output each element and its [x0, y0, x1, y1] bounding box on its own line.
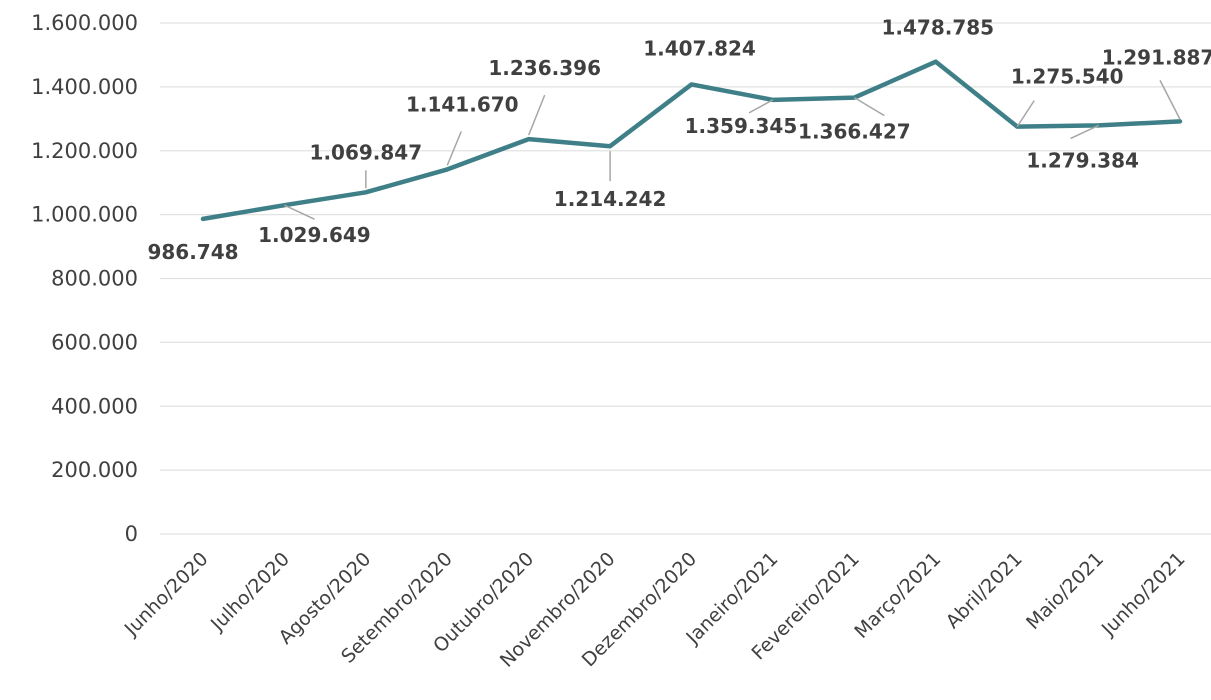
data-label: 1.279.384	[1026, 148, 1139, 172]
leader-line	[527, 94, 546, 136]
y-tick-label: 1.200.000	[31, 139, 138, 163]
x-tick-label: Julho/2020	[206, 548, 294, 636]
y-tick-label: 1.600.000	[31, 11, 138, 35]
data-label: 1.029.649	[258, 223, 371, 247]
data-label: 1.359.345	[685, 114, 798, 138]
x-tick-label: Março/2021	[850, 548, 945, 643]
leader-line	[1016, 100, 1035, 128]
x-tick-label: Maio/2021	[1022, 548, 1108, 634]
x-tick-label: Junho/2020	[120, 548, 213, 641]
leader-line	[284, 204, 315, 220]
y-tick-label: 0	[125, 522, 138, 546]
x-tick-label: Junho/2021	[1097, 548, 1190, 641]
x-axis-tick-labels: Junho/2020Julho/2020Agosto/2020Setembro/…	[120, 548, 1190, 672]
leader-line	[446, 131, 462, 166]
y-tick-label: 1.400.000	[31, 75, 138, 99]
data-label: 1.275.540	[1011, 65, 1124, 89]
y-tick-label: 800.000	[51, 267, 138, 291]
leader-line	[853, 96, 885, 117]
leader-line	[1159, 80, 1181, 120]
data-label: 1.236.396	[488, 56, 601, 80]
data-label: 1.141.670	[406, 92, 519, 116]
y-tick-label: 400.000	[51, 394, 138, 418]
data-label: 1.407.824	[643, 36, 756, 60]
data-labels: 986.748 1.029.649 1.069.847 1.141.670 1.236.…	[147, 16, 1211, 264]
y-tick-label: 1.000.000	[31, 203, 138, 227]
x-tick-label: Abril/2021	[942, 548, 1027, 633]
data-label: 986.748	[147, 240, 238, 264]
y-tick-label: 600.000	[51, 330, 138, 354]
leader-line	[1070, 124, 1099, 140]
data-label: 1.478.785	[881, 16, 994, 40]
gridlines	[160, 22, 1211, 535]
data-label: 1.366.427	[798, 120, 911, 144]
data-label: 1.069.847	[310, 140, 423, 164]
y-tick-label: 200.000	[51, 458, 138, 482]
leader-line	[748, 99, 774, 114]
data-label: 1.291.887	[1102, 45, 1211, 69]
data-label: 1.214.242	[554, 187, 667, 211]
y-axis-tick-labels: 0 200.000 400.000 600.000 800.000 1.000.000 1.…	[31, 11, 138, 546]
